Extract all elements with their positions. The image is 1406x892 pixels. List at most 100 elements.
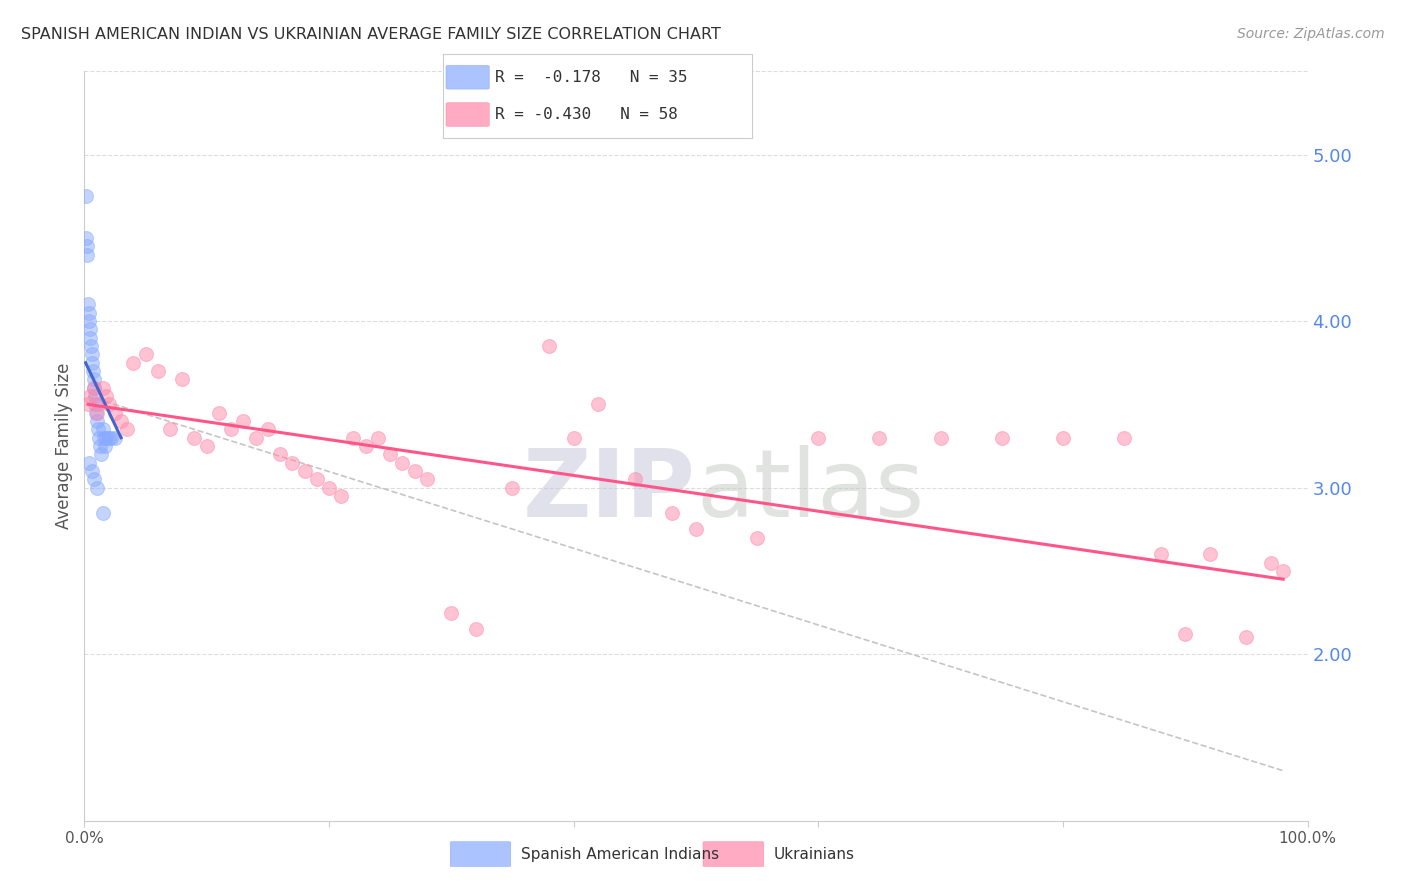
Point: [1150, 547, 1173, 561]
Point: [79, 389, 101, 403]
Point: [1272, 564, 1295, 578]
Point: [305, 472, 328, 486]
Point: [86, 481, 108, 495]
Point: [538, 339, 561, 353]
Point: [87, 422, 110, 436]
Point: [76, 247, 98, 261]
Point: [1114, 431, 1136, 445]
Point: [76, 239, 98, 253]
Point: [562, 431, 585, 445]
Point: [807, 431, 830, 445]
Text: Ukrainians: Ukrainians: [773, 847, 855, 862]
Point: [83, 381, 105, 395]
Point: [159, 422, 181, 436]
Point: [1052, 431, 1074, 445]
Point: [122, 356, 145, 370]
Point: [93, 431, 115, 445]
Point: [83, 389, 105, 403]
Point: [269, 447, 291, 461]
Text: atlas: atlas: [696, 445, 924, 537]
Point: [172, 372, 194, 386]
Point: [94, 439, 117, 453]
Point: [380, 447, 402, 461]
Point: [502, 481, 524, 495]
Text: SPANISH AMERICAN INDIAN VS UKRAINIAN AVERAGE FAMILY SIZE CORRELATION CHART: SPANISH AMERICAN INDIAN VS UKRAINIAN AVE…: [21, 27, 721, 42]
Point: [195, 439, 218, 453]
Point: [77, 314, 100, 328]
Text: R =  -0.178   N = 35: R = -0.178 N = 35: [495, 70, 688, 85]
Text: R = -0.430   N = 58: R = -0.430 N = 58: [495, 107, 678, 122]
Point: [747, 531, 769, 545]
Point: [208, 406, 231, 420]
Point: [87, 397, 110, 411]
Point: [685, 522, 707, 536]
Point: [1198, 547, 1220, 561]
Point: [416, 472, 439, 486]
Point: [330, 489, 353, 503]
Point: [991, 431, 1014, 445]
Point: [1236, 631, 1258, 645]
Point: [1260, 556, 1282, 570]
Point: [77, 397, 100, 411]
Point: [257, 422, 280, 436]
Point: [77, 456, 100, 470]
Point: [80, 464, 103, 478]
Point: [82, 364, 104, 378]
Point: [83, 372, 105, 386]
Point: [84, 406, 107, 420]
Point: [294, 464, 316, 478]
Point: [232, 414, 254, 428]
Point: [624, 472, 647, 486]
Point: [75, 231, 97, 245]
Point: [91, 381, 114, 395]
FancyBboxPatch shape: [450, 842, 510, 866]
Point: [464, 622, 486, 636]
Point: [96, 431, 118, 445]
Point: [929, 431, 952, 445]
Point: [89, 439, 111, 453]
Point: [77, 306, 100, 320]
Point: [75, 189, 97, 203]
Point: [367, 431, 389, 445]
Point: [83, 381, 105, 395]
Point: [115, 422, 138, 436]
Point: [96, 389, 118, 403]
Point: [104, 406, 127, 420]
Point: [100, 431, 122, 445]
Point: [586, 397, 609, 411]
Point: [104, 431, 127, 445]
Text: Spanish American Indians: Spanish American Indians: [520, 847, 718, 862]
Point: [135, 347, 157, 361]
Point: [219, 422, 242, 436]
Point: [80, 339, 103, 353]
Point: [342, 431, 364, 445]
Point: [97, 431, 120, 445]
Point: [183, 431, 205, 445]
Point: [86, 406, 108, 420]
Point: [245, 431, 267, 445]
Point: [404, 464, 426, 478]
Point: [90, 447, 112, 461]
Point: [869, 431, 891, 445]
FancyBboxPatch shape: [446, 103, 489, 127]
Point: [87, 431, 110, 445]
Point: [146, 364, 169, 378]
Point: [1174, 627, 1197, 641]
Point: [391, 456, 413, 470]
FancyBboxPatch shape: [703, 842, 763, 866]
Point: [97, 397, 120, 411]
FancyBboxPatch shape: [446, 65, 489, 89]
Point: [80, 347, 103, 361]
Point: [77, 297, 100, 311]
Y-axis label: Average Family Size: Average Family Size: [55, 363, 73, 529]
Point: [91, 506, 114, 520]
Point: [318, 481, 340, 495]
Point: [83, 472, 105, 486]
Text: Source: ZipAtlas.com: Source: ZipAtlas.com: [1237, 27, 1385, 41]
Point: [86, 414, 108, 428]
Point: [281, 456, 304, 470]
Point: [440, 606, 463, 620]
Point: [82, 356, 104, 370]
Text: ZIP: ZIP: [523, 445, 696, 537]
Point: [110, 414, 132, 428]
